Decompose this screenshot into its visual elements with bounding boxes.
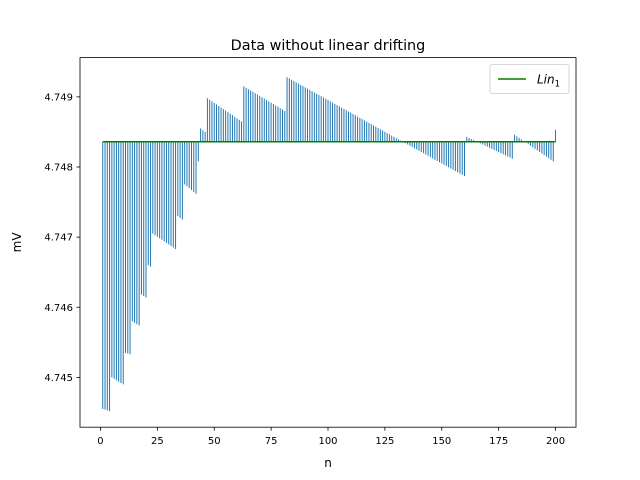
y-tick-label: 4.749 [44,92,73,103]
x-tick-label: 100 [318,436,337,447]
x-tick-label: 175 [489,436,508,447]
x-tick-label: 150 [432,436,451,447]
legend-label-main: Lin [537,73,555,87]
legend-box [489,64,570,94]
legend-label-subscript: 1 [555,80,560,90]
y-axis-label: mV [10,232,24,253]
x-tick-label: 50 [208,436,221,447]
x-tick-label: 200 [546,436,565,447]
x-tick-label: 0 [97,436,103,447]
x-tick-label: 75 [265,436,278,447]
data-lines [102,77,557,412]
y-tick-label: 4.748 [44,163,73,174]
chart-title: Data without linear drifting [231,38,426,54]
plot-frame [79,57,577,428]
x-axis-label: n [324,456,332,470]
legend: Lin1 [489,64,570,94]
y-tick-label: 4.747 [44,233,73,244]
x-tick-label: 125 [375,436,394,447]
y-tick-label: 4.746 [44,303,73,314]
y-tick-label: 4.745 [44,373,73,384]
x-tick-label: 25 [151,436,164,447]
y-ticks: 4.745 4.746 4.747 4.748 4.749 [44,92,80,384]
legend-label: Lin1 [537,73,560,90]
x-ticks: 0 25 50 75 100 125 150 175 200 [97,427,565,447]
